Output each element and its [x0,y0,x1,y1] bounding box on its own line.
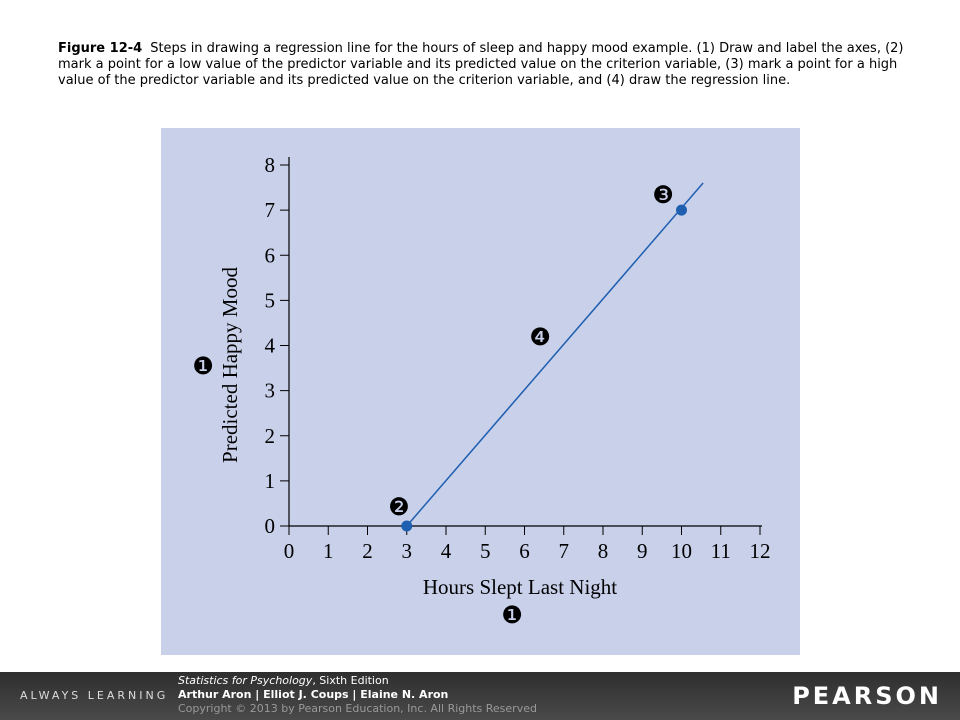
y-axis-label: Predicted Happy Mood [218,267,242,463]
annotation: ❹ [529,323,551,351]
x-tick-label: 8 [598,539,609,563]
figure-background [161,128,800,655]
x-tick-label: 2 [362,539,373,563]
copyright: Copyright © 2013 by Pearson Education, I… [178,702,537,715]
annotation: ❶ [501,601,523,629]
point [401,520,413,532]
regression-line [406,182,704,527]
annotation: ❸ [652,181,674,209]
y-tick-label: 3 [265,379,276,403]
y-tick-label: 6 [265,243,276,267]
point [676,204,687,216]
caption-label: Figure 12-4 [58,41,143,56]
brand-right: PEARSON [792,682,942,710]
x-tick-label: 1 [323,539,334,563]
footer: ALWAYS LEARNING Statistics for Psycholog… [0,672,960,720]
authors: Arthur Aron | Elliot J. Coups | Elaine N… [178,688,449,701]
y-tick-label: 2 [265,424,276,448]
annotation: ❶ [192,352,214,380]
x-tick-label: 5 [480,539,491,563]
edition: , Sixth Edition [312,674,389,687]
x-tick-label: 10 [671,539,692,563]
x-tick-label: 7 [559,539,570,563]
y-tick-label: 5 [265,288,276,312]
y-tick-label: 8 [265,153,276,177]
x-tick-label: 11 [711,539,731,563]
y-tick-label: 4 [265,334,276,358]
x-tick-label: 3 [402,539,413,563]
caption: Figure 12-4 Steps in drawing a regression… [58,41,908,89]
y-tick-label: 7 [265,198,276,222]
caption-text: Steps in drawing a regression line for t… [58,41,904,88]
brand-left: ALWAYS LEARNING [20,689,169,702]
chart: Hours Slept Last Night Predicted Happy M… [161,128,800,655]
book-title: Statistics for Psychology [178,674,313,687]
book-info: Statistics for Psychology, Sixth Edition… [178,674,537,716]
x-tick-label: 9 [637,539,648,563]
x-axis-label: Hours Slept Last Night [423,575,617,599]
annotation: ❷ [388,493,410,521]
y-tick-label: 0 [265,514,276,538]
x-tick-label: 4 [441,539,452,563]
x-tick-label: 6 [519,539,530,563]
y-tick-label: 1 [265,469,276,493]
x-tick-label: 0 [284,539,295,563]
x-tick-label: 12 [750,539,771,563]
